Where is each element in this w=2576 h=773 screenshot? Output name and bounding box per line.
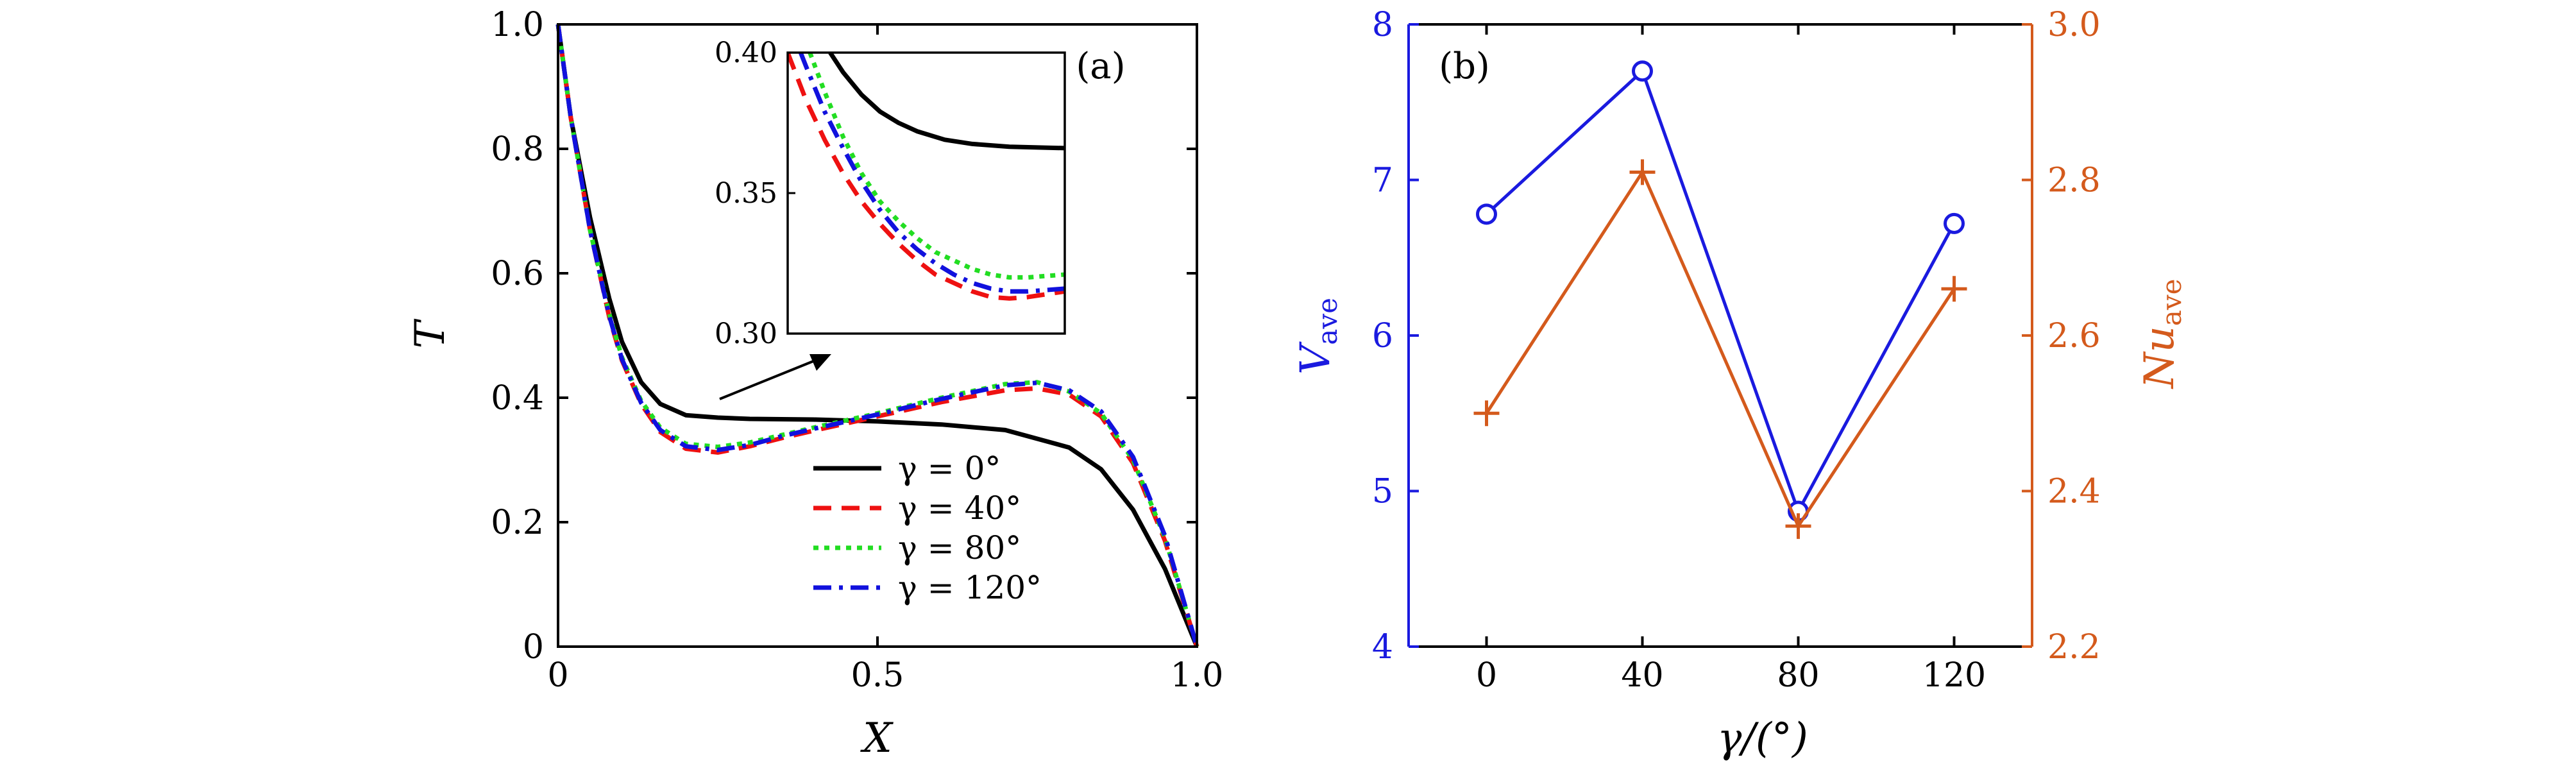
inset-arrow xyxy=(719,354,831,400)
legend-label-0: γ = 0° xyxy=(898,450,1001,487)
panel-b-left-y-ticks: 4 5 6 7 8 xyxy=(1372,6,1419,667)
marker-plus-nu-ave-40 xyxy=(1629,159,1656,185)
left-axis-label-sub: ave xyxy=(1312,298,1343,345)
x-tick-label: 120 xyxy=(1922,656,1986,695)
x-tick-label: 0 xyxy=(1476,656,1497,695)
right-axis-label-sub: ave xyxy=(2156,279,2187,327)
inset-y-tick-label: 0.40 xyxy=(715,37,777,69)
left-y-tick-label: 7 xyxy=(1372,162,1393,200)
panel-a: 0 0.5 1.0 00.20.40.60.81.0 X T (a) 0.300.3… xyxy=(407,6,1223,762)
panel-a-legend: γ = 0°γ = 40°γ = 80°γ = 120° xyxy=(813,450,1042,606)
panel-a-series-group xyxy=(555,24,1199,648)
inset-series-group xyxy=(788,53,1065,301)
panel-b-x-axis-label: γ/(°) xyxy=(1717,715,1808,762)
panel-b-right-y-ticks: 2.2 2.4 2.6 2.8 3.0 xyxy=(2022,6,2101,667)
series-line-v-ave xyxy=(1485,68,1956,516)
y-tick-label: 0.2 xyxy=(491,504,544,542)
legend-label-120: γ = 120° xyxy=(898,569,1042,606)
right-y-tick-label: 2.4 xyxy=(2047,473,2101,511)
right-y-tick-label: 2.6 xyxy=(2047,317,2101,355)
inset-y-ticks: 0.30 0.35 0.40 xyxy=(715,37,795,350)
y-tick-label: 0.4 xyxy=(491,379,544,418)
legend-label-40: γ = 40° xyxy=(898,489,1021,527)
inset-line-0 xyxy=(828,53,1065,151)
panel-b: 0 40 80 120 4 5 6 7 8 2.2 2.4 2.6 2.8 3.0 γ/(°) Vav… xyxy=(1292,6,2187,762)
marker-circle-v-ave-120 xyxy=(1944,212,1965,234)
y-tick-label: 1.0 xyxy=(491,6,544,44)
marker-plus-nu-ave-120 xyxy=(1941,276,1967,302)
left-axis-label-main: V xyxy=(1292,341,1339,375)
x-tick-label: 1.0 xyxy=(1171,656,1224,695)
inset-y-tick-label: 0.35 xyxy=(715,177,777,210)
y-tick-label: 0.8 xyxy=(491,130,544,169)
x-tick-label: 0 xyxy=(547,656,568,695)
y-tick-label: 0.6 xyxy=(491,255,544,293)
series-line-120 xyxy=(555,24,1199,647)
panel-b-x-ticks: 0 40 80 120 xyxy=(1476,24,1986,695)
right-y-tick-label: 3.0 xyxy=(2047,6,2101,44)
x-tick-label: 40 xyxy=(1621,656,1663,695)
panel-a-label: (a) xyxy=(1076,46,1125,87)
marker-plus-nu-ave-80 xyxy=(1785,513,1811,539)
left-y-tick-label: 4 xyxy=(1372,628,1393,667)
panel-a-y-axis-label: T xyxy=(407,318,454,348)
panel-b-label: (b) xyxy=(1439,46,1490,87)
x-tick-label: 0.5 xyxy=(851,656,904,695)
right-y-tick-label: 2.8 xyxy=(2047,162,2101,200)
x-tick-label: 80 xyxy=(1777,656,1819,695)
panel-a-x-axis-label: X xyxy=(860,715,894,762)
series-line-nu-ave xyxy=(1485,169,1956,530)
marker-plus-nu-ave-0 xyxy=(1473,400,1500,427)
panel-b-left-axis-label: Vave xyxy=(1292,298,1343,375)
legend-label-80: γ = 80° xyxy=(898,529,1021,566)
left-y-tick-label: 8 xyxy=(1372,6,1393,44)
inset-background xyxy=(788,53,1065,334)
panel-b-right-axis-label: Nuave xyxy=(2136,279,2187,390)
panel-a-x-ticks: 0 0.5 1.0 xyxy=(547,24,1223,695)
inset-line-40 xyxy=(788,53,1065,301)
inset-line-120 xyxy=(798,53,1065,294)
panel-a-inset: 0.30 0.35 0.40 xyxy=(715,37,1066,350)
right-y-tick-label: 2.2 xyxy=(2047,628,2101,667)
marker-circle-v-ave-0 xyxy=(1476,203,1497,225)
y-tick-label: 0 xyxy=(523,628,544,667)
left-y-tick-label: 6 xyxy=(1372,317,1393,355)
marker-circle-v-ave-40 xyxy=(1632,60,1653,82)
right-axis-label-main: Nu xyxy=(2136,326,2183,389)
panel-b-series-group xyxy=(1473,60,1967,539)
panel-a-y-ticks: 0 0.2 0.4 0.6 0.8 1.0 xyxy=(491,6,1197,667)
inset-y-tick-label: 0.30 xyxy=(715,318,777,350)
series-line-0 xyxy=(555,24,1199,648)
left-y-tick-label: 5 xyxy=(1372,473,1393,511)
